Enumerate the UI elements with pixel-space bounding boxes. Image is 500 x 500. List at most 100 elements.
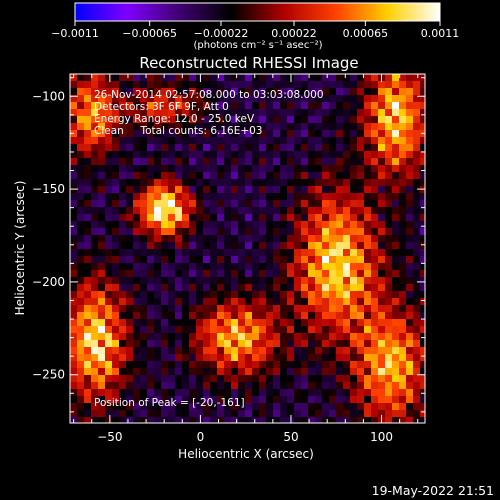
heatmap-cell bbox=[77, 88, 85, 96]
heatmap-cell bbox=[266, 81, 274, 89]
heatmap-cell bbox=[112, 151, 120, 159]
heatmap-cell bbox=[273, 354, 281, 362]
heatmap-cell bbox=[224, 172, 232, 180]
heatmap-cell bbox=[161, 270, 169, 278]
heatmap-cell bbox=[91, 186, 99, 194]
heatmap-cell bbox=[126, 144, 134, 152]
heatmap-cell bbox=[196, 221, 204, 229]
heatmap-cell bbox=[273, 179, 281, 187]
heatmap-cell bbox=[77, 368, 85, 376]
heatmap-cell bbox=[259, 242, 267, 250]
heatmap-cell bbox=[259, 102, 267, 110]
heatmap-cell bbox=[175, 165, 183, 173]
heatmap-cell bbox=[350, 214, 358, 222]
heatmap-cell bbox=[357, 109, 365, 117]
heatmap-cell bbox=[280, 242, 288, 250]
heatmap-cell bbox=[287, 207, 295, 215]
heatmap-cell bbox=[357, 214, 365, 222]
heatmap-cell bbox=[217, 158, 225, 166]
heatmap-cell bbox=[280, 277, 288, 285]
heatmap-cell bbox=[161, 347, 169, 355]
heatmap-cell bbox=[266, 305, 274, 313]
heatmap-cell bbox=[91, 263, 99, 271]
heatmap-cell bbox=[336, 270, 344, 278]
heatmap-cell bbox=[70, 249, 78, 257]
heatmap-cell bbox=[420, 319, 425, 327]
heatmap-cell bbox=[336, 375, 344, 383]
heatmap-cell bbox=[175, 88, 183, 96]
heatmap-cell bbox=[420, 277, 425, 285]
heatmap-cell bbox=[70, 235, 78, 243]
heatmap-cell bbox=[91, 123, 99, 131]
heatmap-cell bbox=[147, 193, 155, 201]
heatmap-cell bbox=[350, 417, 358, 423]
heatmap-cell bbox=[189, 319, 197, 327]
heatmap-cell bbox=[161, 172, 169, 180]
peak-position-label: Position of Peak = [-20,-161] bbox=[94, 397, 245, 409]
heatmap-cell bbox=[350, 81, 358, 89]
heatmap-cell bbox=[203, 81, 211, 89]
heatmap-cell bbox=[399, 207, 407, 215]
heatmap-cell bbox=[336, 81, 344, 89]
heatmap-cell bbox=[420, 354, 425, 362]
heatmap-cell bbox=[266, 144, 274, 152]
heatmap-cell bbox=[273, 361, 281, 369]
heatmap-cell bbox=[315, 389, 323, 397]
heatmap-cell bbox=[91, 109, 99, 117]
heatmap-cell bbox=[406, 312, 414, 320]
colorbar-tick-label: −0.00065 bbox=[122, 27, 177, 40]
heatmap-cell bbox=[315, 214, 323, 222]
heatmap-cell bbox=[84, 151, 92, 159]
heatmap-cell bbox=[406, 319, 414, 327]
heatmap-cell bbox=[189, 186, 197, 194]
heatmap-cell bbox=[392, 298, 400, 306]
heatmap-cell bbox=[91, 81, 99, 89]
heatmap-cell bbox=[392, 361, 400, 369]
heatmap-cell bbox=[385, 151, 393, 159]
heatmap-cell bbox=[161, 123, 169, 131]
heatmap-cell bbox=[77, 270, 85, 278]
heatmap-cell bbox=[84, 242, 92, 250]
heatmap-cell bbox=[161, 403, 169, 411]
heatmap-cell bbox=[210, 88, 218, 96]
heatmap-cell bbox=[392, 319, 400, 327]
heatmap-cell bbox=[378, 277, 386, 285]
heatmap-cell bbox=[217, 410, 225, 418]
heatmap-cell bbox=[364, 389, 372, 397]
heatmap-cell bbox=[161, 340, 169, 348]
heatmap-cell bbox=[84, 382, 92, 390]
heatmap-cell bbox=[392, 74, 400, 82]
heatmap-cell bbox=[238, 368, 246, 376]
heatmap-cell bbox=[343, 228, 351, 236]
heatmap-cell bbox=[378, 165, 386, 173]
heatmap-cell bbox=[133, 137, 141, 145]
heatmap-cell bbox=[350, 249, 358, 257]
heatmap-cell bbox=[322, 403, 330, 411]
heatmap-cell bbox=[392, 88, 400, 96]
heatmap-cell bbox=[294, 326, 302, 334]
heatmap-cell bbox=[189, 361, 197, 369]
heatmap-cell bbox=[119, 368, 127, 376]
heatmap-cell bbox=[98, 270, 106, 278]
heatmap-cell bbox=[210, 361, 218, 369]
heatmap-cell bbox=[252, 221, 260, 229]
heatmap-cell bbox=[210, 158, 218, 166]
heatmap-cell bbox=[294, 242, 302, 250]
heatmap-cell bbox=[343, 130, 351, 138]
heatmap-cell bbox=[308, 102, 316, 110]
heatmap-cell bbox=[196, 165, 204, 173]
heatmap-cell bbox=[392, 326, 400, 334]
heatmap-cell bbox=[245, 207, 253, 215]
heatmap-cell bbox=[238, 109, 246, 117]
heatmap-cell bbox=[238, 235, 246, 243]
heatmap-cell bbox=[154, 291, 162, 299]
heatmap-cell bbox=[133, 312, 141, 320]
heatmap-cell bbox=[252, 88, 260, 96]
heatmap-cell bbox=[112, 319, 120, 327]
heatmap-cell bbox=[287, 298, 295, 306]
heatmap-cell bbox=[406, 123, 414, 131]
heatmap-cell bbox=[301, 263, 309, 271]
heatmap-cell bbox=[238, 81, 246, 89]
heatmap-cell bbox=[182, 326, 190, 334]
heatmap-cell bbox=[252, 109, 260, 117]
